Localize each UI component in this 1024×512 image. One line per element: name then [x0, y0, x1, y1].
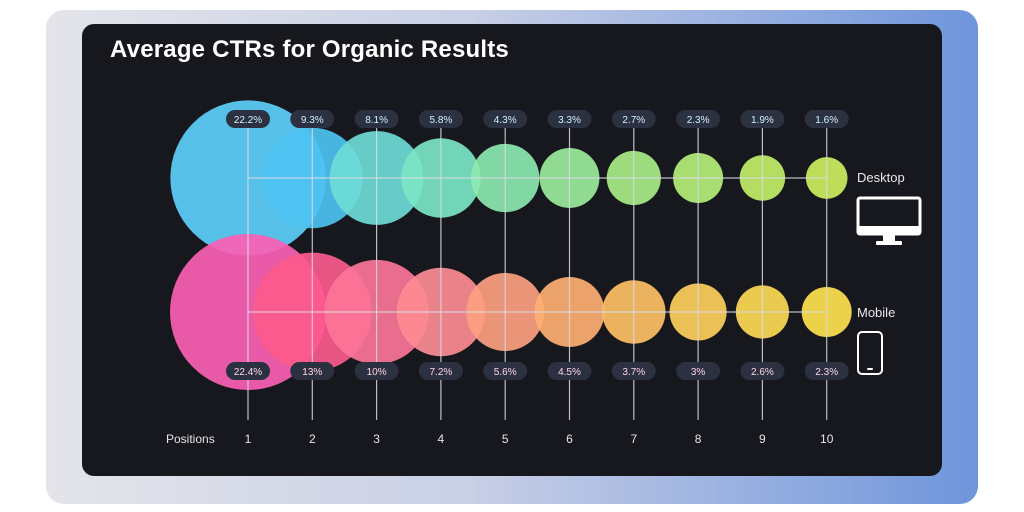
mobile-value-pill-1: [226, 362, 270, 380]
mobile-value-pill-5: [483, 362, 528, 380]
mobile-value-label-8: 3%: [691, 367, 706, 378]
desktop-value-label-3: 8.1%: [365, 115, 388, 126]
mobile-phone-icon: [857, 331, 883, 375]
x-tick-label-8: 8: [695, 432, 702, 446]
desktop-value-label-5: 4.3%: [494, 115, 517, 126]
x-tick-label-9: 9: [759, 432, 766, 446]
mobile-value-label-6: 4.5%: [558, 367, 581, 378]
mobile-value-pill-9: [740, 362, 785, 380]
chart-card: Average CTRs for Organic Results 22.2% 9.…: [82, 24, 942, 476]
desktop-monitor-icon: [856, 196, 922, 245]
desktop-value-pill-6: [547, 110, 592, 128]
desktop-value-label-10: 1.6%: [815, 115, 838, 126]
mobile-value-label-2: 13%: [302, 367, 322, 378]
chart-title: Average CTRs for Organic Results: [110, 36, 509, 63]
legend-desktop-label: Desktop: [857, 170, 905, 185]
mobile-value-pill-6: [547, 362, 592, 380]
mobile-value-pill-3: [354, 362, 399, 380]
desktop-value-label-1: 22.2%: [234, 115, 262, 126]
mobile-value-pill-10: [804, 362, 849, 380]
desktop-value-pill-4: [418, 110, 463, 128]
x-tick-label-1: 1: [245, 432, 252, 446]
mobile-value-label-7: 3.7%: [622, 367, 645, 378]
desktop-value-label-4: 5.8%: [430, 115, 453, 126]
mobile-value-label-9: 2.6%: [751, 367, 774, 378]
bubble-chart: 22.2% 9.3% 8.1% 5.8% 4.3% 3.3% 2.7% 2.3% 1.9% 1.6…: [166, 100, 852, 446]
mobile-value-pill-2: [290, 362, 335, 380]
desktop-value-label-8: 2.3%: [687, 115, 710, 126]
desktop-value-pill-1: [226, 110, 270, 128]
x-tick-label-3: 3: [373, 432, 380, 446]
mobile-value-label-1: 22.4%: [234, 367, 262, 378]
x-tick-label-10: 10: [820, 432, 834, 446]
desktop-value-label-9: 1.9%: [751, 115, 774, 126]
x-tick-label-4: 4: [438, 432, 445, 446]
x-tick-label-6: 6: [566, 432, 573, 446]
legend-mobile-label: Mobile: [857, 305, 896, 320]
mobile-value-label-5: 5.6%: [494, 367, 517, 378]
desktop-value-pill-10: [804, 110, 849, 128]
mobile-value-pill-4: [418, 362, 463, 380]
desktop-value-label-7: 2.7%: [622, 115, 645, 126]
desktop-value-label-6: 3.3%: [558, 115, 581, 126]
mobile-value-label-10: 2.3%: [815, 367, 838, 378]
desktop-value-label-2: 9.3%: [301, 115, 324, 126]
desktop-value-pill-8: [676, 110, 721, 128]
x-tick-label-5: 5: [502, 432, 509, 446]
desktop-value-pill-9: [740, 110, 785, 128]
x-tick-label-2: 2: [309, 432, 316, 446]
x-tick-label-7: 7: [630, 432, 637, 446]
desktop-value-pill-7: [611, 110, 656, 128]
mobile-value-pill-8: [676, 362, 721, 380]
desktop-value-pill-2: [290, 110, 335, 128]
desktop-value-pill-3: [354, 110, 399, 128]
mobile-value-label-4: 7.2%: [430, 367, 453, 378]
mobile-value-label-3: 10%: [367, 367, 387, 378]
x-axis-label: Positions: [166, 432, 215, 446]
desktop-value-pill-5: [483, 110, 528, 128]
mobile-value-pill-7: [611, 362, 656, 380]
